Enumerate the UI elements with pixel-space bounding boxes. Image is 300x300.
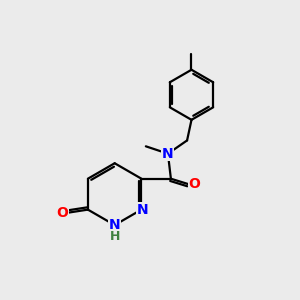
- Text: N: N: [137, 202, 149, 217]
- Text: O: O: [56, 206, 68, 220]
- Text: O: O: [188, 177, 200, 191]
- Text: H: H: [110, 230, 120, 243]
- Text: N: N: [109, 218, 121, 232]
- Text: N: N: [162, 147, 174, 161]
